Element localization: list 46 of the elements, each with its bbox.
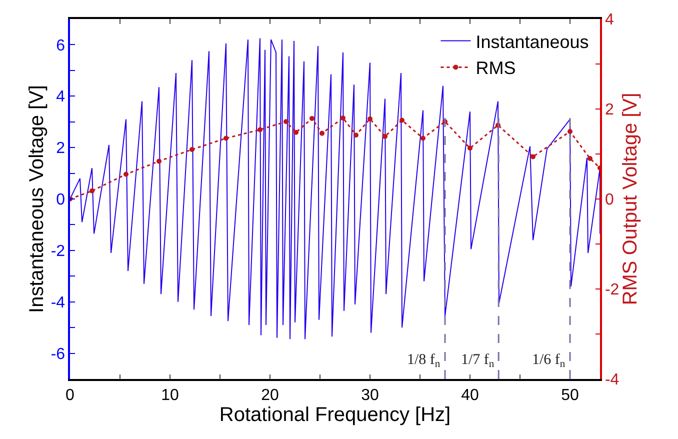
y2-axis-title: RMS Output Voltage [V] [619,92,642,306]
x-tick-label: 10 [161,386,179,404]
point [468,146,472,151]
y2-tick-label: 4 [604,12,614,29]
point [294,130,298,135]
point [354,132,358,138]
point [190,147,194,152]
y-tick-label: 6 [56,37,66,54]
point [156,158,162,164]
point [320,130,324,136]
ref-line-label: 1/7 f$_{n}$ [461,352,495,370]
legend-label: Instantaneous [476,32,589,52]
x-tick-label: 40 [461,386,479,404]
y2-tick-label: 2 [604,102,614,119]
point [124,172,128,177]
y-tick-label: -4 [50,294,66,312]
y-tick-label: -6 [50,346,66,363]
point [284,119,288,124]
ref-line-label: 1/8 f$_{n}$ [407,352,441,370]
point [588,156,592,161]
y2-tick-label: 0 [604,192,614,209]
x-tick-label: 30 [361,386,379,404]
point [90,188,94,194]
x-tick-label: 20 [261,386,279,404]
legend-label: RMS [476,58,516,78]
point [340,116,346,120]
x-axis-title: Rotational Frequency [Hz] [219,404,451,426]
point [400,118,404,123]
y-tick-label: 0 [56,192,66,209]
y-tick-label: -2 [50,243,66,260]
y2-tick-label: -4 [604,372,620,389]
line-series [70,38,600,340]
point [530,154,536,160]
point [420,136,426,141]
x-tick-label: 50 [561,386,579,404]
point [368,116,372,122]
ref-line-label: 1/6 f$_{n}$ [532,352,566,370]
y-axis-title: Instantaneous Voltage [V] [26,85,48,313]
y-tick-label: 4 [56,88,66,106]
point [568,129,572,134]
point [258,127,262,132]
point [310,116,314,121]
point [224,136,228,141]
y2-tick-label: -2 [604,282,620,299]
y-tick-label: 2 [56,140,66,158]
point [382,134,388,139]
